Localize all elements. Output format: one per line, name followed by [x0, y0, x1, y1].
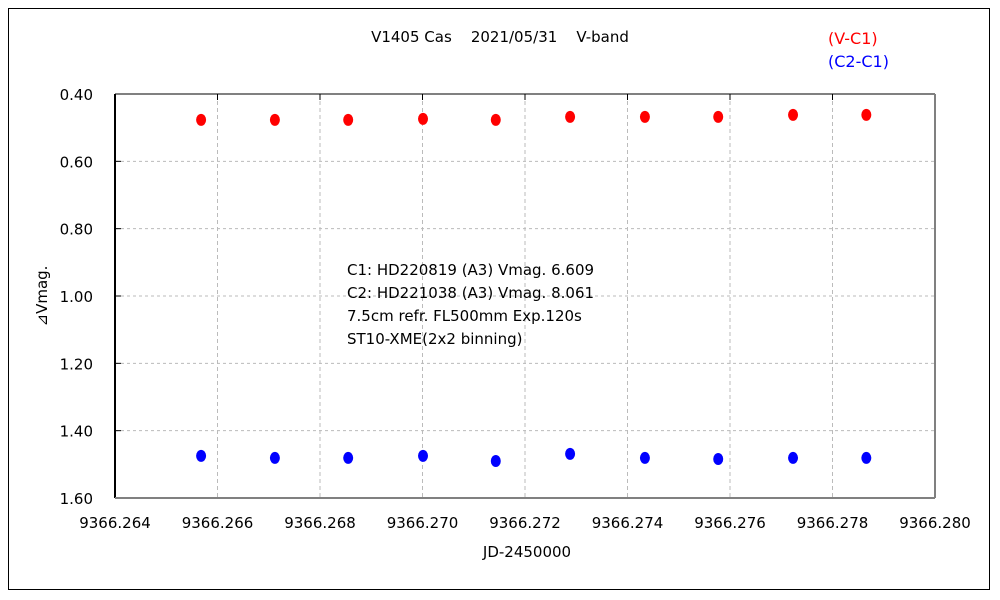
data-point-0 [196, 113, 207, 126]
data-point-0 [639, 110, 650, 123]
data-point-1 [490, 454, 501, 467]
y-tick-label: 0.80 [60, 221, 93, 239]
data-point-1 [269, 451, 280, 464]
data-point-1 [418, 449, 429, 462]
data-point-0 [861, 108, 872, 121]
x-tick-label: 9366.278 [797, 514, 869, 532]
data-point-1 [196, 449, 207, 462]
y-tick-label: 1.20 [60, 355, 93, 373]
data-point-1 [639, 451, 650, 464]
legend-entry: (C2-C1) [828, 52, 889, 71]
x-axis-label: JD-2450000 [482, 543, 571, 561]
data-point-0 [788, 108, 799, 121]
data-point-0 [565, 110, 576, 123]
annotation-line: C2: HD221038 (A3) Vmag. 8.061 [347, 284, 594, 302]
chart-title: V1405 Cas 2021/05/31 V-band [371, 28, 629, 46]
y-tick-label: 1.00 [60, 288, 93, 306]
chart-frame [8, 8, 990, 590]
legend-entry: (V-C1) [828, 29, 878, 48]
x-tick-label: 9366.266 [182, 514, 254, 532]
y-tick-label: 0.60 [60, 153, 93, 171]
x-tick-label: 9366.264 [79, 514, 151, 532]
data-point-0 [418, 112, 429, 125]
x-tick-label: 9366.276 [694, 514, 766, 532]
data-point-0 [343, 113, 354, 126]
y-axis-label: ⊿Vmag. [33, 266, 51, 327]
data-point-1 [565, 447, 576, 460]
x-tick-label: 9366.280 [899, 514, 971, 532]
data-point-1 [788, 451, 799, 464]
data-point-1 [343, 451, 354, 464]
y-tick-label: 1.60 [60, 490, 93, 508]
annotation-line: 7.5cm refr. FL500mm Exp.120s [347, 307, 582, 325]
y-tick-label: 0.40 [60, 86, 93, 104]
y-tick-label: 1.40 [60, 423, 93, 441]
data-point-0 [490, 113, 501, 126]
data-point-0 [269, 113, 280, 126]
data-point-1 [861, 451, 872, 464]
x-tick-label: 9366.272 [489, 514, 561, 532]
x-tick-label: 9366.274 [592, 514, 664, 532]
x-tick-label: 9366.268 [284, 514, 356, 532]
annotation-line: C1: HD220819 (A3) Vmag. 6.609 [347, 261, 594, 279]
annotation-line: ST10-XME(2x2 binning) [347, 330, 522, 348]
data-point-0 [713, 110, 724, 123]
data-point-1 [713, 452, 724, 465]
x-tick-label: 9366.270 [387, 514, 459, 532]
